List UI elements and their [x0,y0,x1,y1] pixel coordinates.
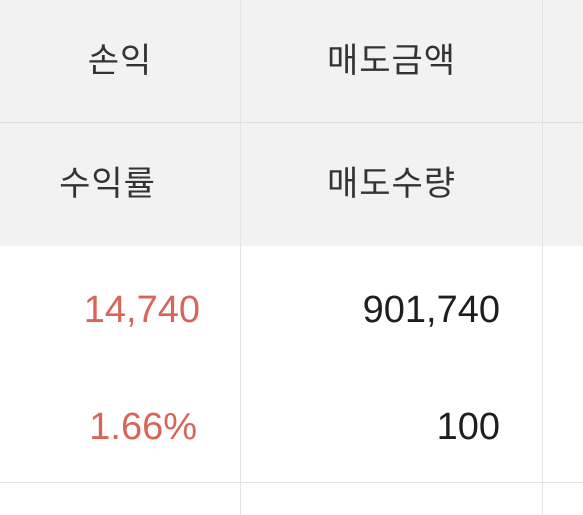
header-sell-amount: 매도금액 [326,41,457,81]
return-rate-value: 1.66% [89,406,197,448]
header-return-rate: 수익률 [59,164,156,204]
header-profit: 손익 [87,41,153,81]
column-divider [240,0,241,515]
sell-amount-value: 901,740 [362,289,500,331]
table-header [0,0,583,246]
header-divider [0,122,583,123]
profit-value: 14,740 [83,289,200,331]
sell-quantity-value: 100 [436,406,500,448]
column-divider [542,0,543,515]
header-sell-quantity: 매도수량 [326,164,457,204]
row-divider [0,482,583,483]
